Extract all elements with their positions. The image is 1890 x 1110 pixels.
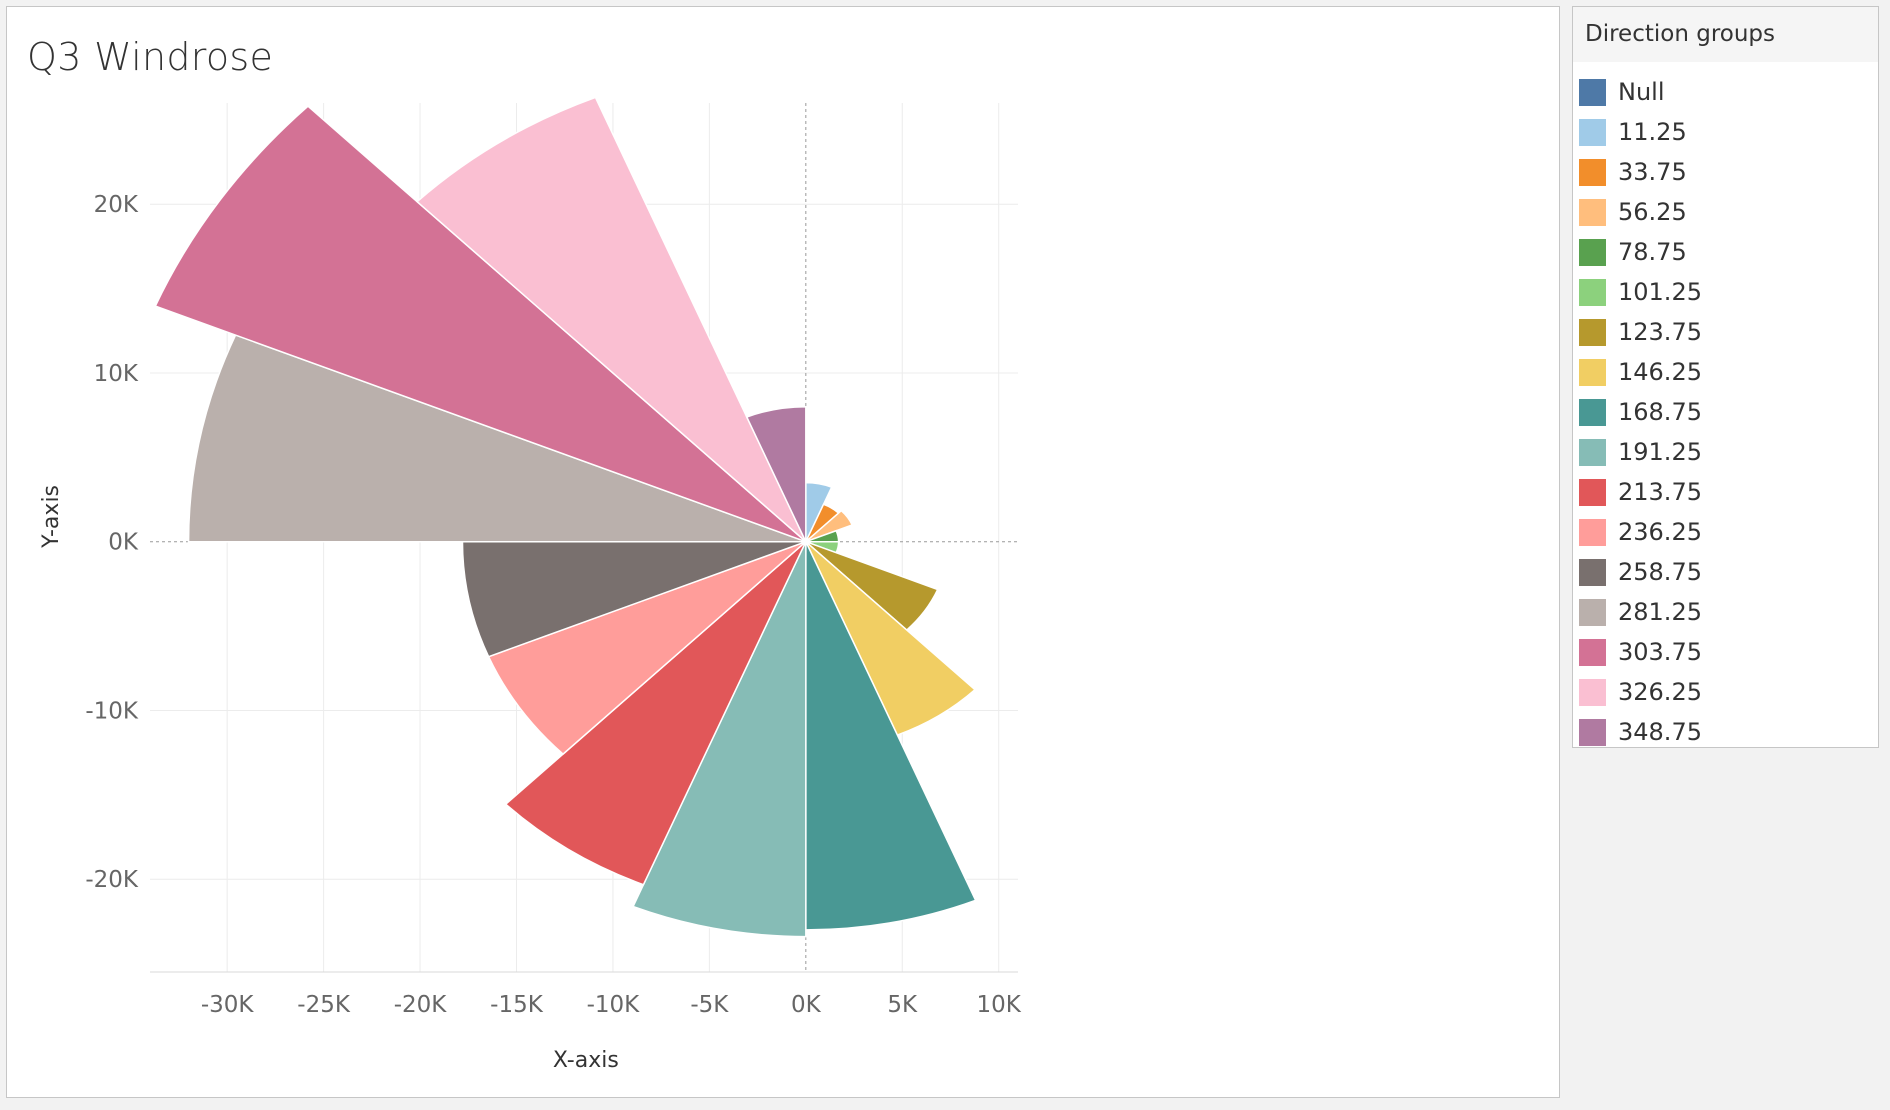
legend-item[interactable]: 281.25 xyxy=(1573,592,1878,632)
legend-swatch xyxy=(1579,238,1606,266)
legend-item[interactable]: 101.25 xyxy=(1573,272,1878,312)
legend-list: Null 11.25 33.75 56.25 78.75 101.25 123.75 146.… xyxy=(1573,72,1878,752)
legend-panel: Direction groups Null 11.25 33.75 56.25 78.7… xyxy=(1572,6,1879,748)
x-tick-label: -20K xyxy=(394,992,448,1018)
windrose-sectors[interactable] xyxy=(154,96,977,938)
legend-label: 168.75 xyxy=(1618,398,1702,426)
y-tick-label: 20K xyxy=(94,192,139,218)
legend-swatch xyxy=(1579,478,1606,506)
y-tick-label: 0K xyxy=(108,530,139,556)
legend-item[interactable]: 146.25 xyxy=(1573,352,1878,392)
legend-swatch xyxy=(1579,278,1606,306)
y-tick-label: -10K xyxy=(85,698,139,724)
legend-swatch xyxy=(1579,638,1606,666)
x-tick-label: -30K xyxy=(201,992,255,1018)
legend-swatch xyxy=(1579,678,1606,706)
legend-label: 146.25 xyxy=(1618,358,1702,386)
legend-label: 56.25 xyxy=(1618,198,1687,226)
legend-item[interactable]: 11.25 xyxy=(1573,112,1878,152)
windrose-sector-258-75[interactable] xyxy=(461,540,807,658)
legend-item[interactable]: 33.75 xyxy=(1573,152,1878,192)
x-tick-label: -10K xyxy=(587,992,641,1018)
legend-swatch xyxy=(1579,358,1606,386)
windrose-sector-281-25[interactable] xyxy=(187,334,807,543)
windrose-sector-348-75[interactable] xyxy=(745,405,807,543)
legend-swatch xyxy=(1579,78,1606,106)
legend-swatch xyxy=(1579,158,1606,186)
legend-label: 213.75 xyxy=(1618,478,1702,506)
legend-item[interactable]: 348.75 xyxy=(1573,712,1878,752)
legend-swatch xyxy=(1579,558,1606,586)
windrose-sector-303-75[interactable] xyxy=(154,105,807,543)
legend-label: 101.25 xyxy=(1618,278,1702,306)
legend-item[interactable]: 303.75 xyxy=(1573,632,1878,672)
x-tick-label: -5K xyxy=(690,992,729,1018)
legend-swatch xyxy=(1579,398,1606,426)
windrose-sector-236-25[interactable] xyxy=(487,541,807,756)
legend-label: 236.25 xyxy=(1618,518,1702,546)
x-tick-label: 0K xyxy=(791,992,822,1018)
legend-label: 348.75 xyxy=(1618,718,1702,746)
legend-item[interactable]: 78.75 xyxy=(1573,232,1878,272)
legend-label: 326.25 xyxy=(1618,678,1702,706)
legend-label: 303.75 xyxy=(1618,638,1702,666)
legend-swatch xyxy=(1579,438,1606,466)
legend-label: 11.25 xyxy=(1618,118,1687,146)
windrose-sector-213-75[interactable] xyxy=(504,541,807,886)
x-tick-label: -25K xyxy=(297,992,351,1018)
legend-item[interactable]: Null xyxy=(1573,72,1878,112)
y-tick-label: -20K xyxy=(85,867,139,893)
legend-label: Null xyxy=(1618,78,1665,106)
legend-item[interactable]: 236.25 xyxy=(1573,512,1878,552)
legend-label: 33.75 xyxy=(1618,158,1687,186)
y-axis-title: Y-axis xyxy=(39,485,64,549)
legend-label: 78.75 xyxy=(1618,238,1687,266)
x-tick-label: 5K xyxy=(887,992,918,1018)
windrose-sector-56-25[interactable] xyxy=(805,509,854,543)
legend-item[interactable]: 123.75 xyxy=(1573,312,1878,352)
legend-swatch xyxy=(1579,518,1606,546)
x-tick-label: -15K xyxy=(490,992,544,1018)
windrose-sector-168-75[interactable] xyxy=(805,541,977,931)
y-tick-label: 10K xyxy=(94,361,139,387)
legend-swatch xyxy=(1579,118,1606,146)
windrose-sector-191-25[interactable] xyxy=(632,541,807,938)
legend-label: 258.75 xyxy=(1618,558,1702,586)
legend-title: Direction groups xyxy=(1573,7,1878,62)
legend-swatch xyxy=(1579,318,1606,346)
legend-item[interactable]: 168.75 xyxy=(1573,392,1878,432)
legend-item[interactable]: 326.25 xyxy=(1573,672,1878,712)
windrose-chart[interactable]: -30K -25K -20K -15K -10K -5K 0K 5K 10K 20K 10K 0K -1… xyxy=(0,0,1300,1110)
x-tick-label: 10K xyxy=(977,992,1022,1018)
legend-item[interactable]: 191.25 xyxy=(1573,432,1878,472)
legend-label: 191.25 xyxy=(1618,438,1702,466)
windrose-sector-326-25[interactable] xyxy=(415,96,807,543)
legend-item[interactable]: 56.25 xyxy=(1573,192,1878,232)
legend-swatch xyxy=(1579,718,1606,746)
chart-title: Q3 Windrose xyxy=(27,35,274,79)
legend-item[interactable]: 258.75 xyxy=(1573,552,1878,592)
axis-ticks: -30K -25K -20K -15K -10K -5K 0K 5K 10K 20K 10K 0K -1… xyxy=(85,192,1021,1018)
x-axis-title: X-axis xyxy=(553,1048,619,1073)
legend-swatch xyxy=(1579,598,1606,626)
legend-item[interactable]: 213.75 xyxy=(1573,472,1878,512)
legend-swatch xyxy=(1579,198,1606,226)
legend-label: 123.75 xyxy=(1618,318,1702,346)
legend-label: 281.25 xyxy=(1618,598,1702,626)
